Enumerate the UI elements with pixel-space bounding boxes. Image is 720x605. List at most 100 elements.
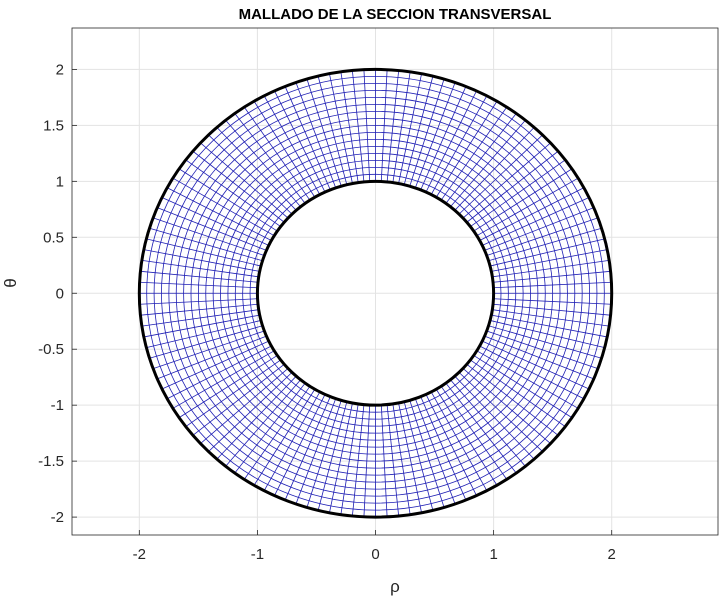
mesh-spoke	[329, 402, 353, 513]
mesh-spoke	[493, 281, 612, 289]
mesh-spoke	[488, 325, 602, 359]
mesh-spoke	[398, 73, 422, 184]
mesh-spoke	[225, 119, 301, 207]
mesh-spoke	[462, 368, 551, 444]
mesh-spoke	[466, 363, 559, 436]
mesh-spoke	[167, 345, 272, 400]
mesh-spoke	[340, 71, 359, 183]
mesh-spoke	[440, 106, 508, 201]
mesh-spoke	[253, 101, 316, 198]
mesh-spoke	[454, 375, 535, 460]
y-tick-label: 0.5	[43, 229, 64, 246]
mesh-spoke	[152, 217, 265, 256]
mesh-spoke	[484, 207, 594, 251]
mesh-spoke	[143, 314, 260, 338]
mesh-spoke	[263, 95, 321, 195]
mesh-spoke	[263, 391, 321, 491]
x-axis-label: ρ	[390, 577, 400, 596]
mesh-spoke	[476, 350, 579, 409]
mesh-spoke	[445, 113, 517, 204]
mesh-spoke	[491, 249, 608, 272]
mesh-spoke	[363, 69, 371, 182]
mesh-spoke	[476, 177, 579, 237]
mesh-spoke	[473, 168, 573, 232]
mesh-spoke	[143, 249, 260, 272]
x-tick-label: -1	[251, 546, 264, 563]
mesh-spoke	[493, 298, 612, 305]
mesh-spoke	[489, 238, 605, 267]
mesh-spoke	[146, 320, 262, 349]
mesh-spoke	[363, 405, 371, 517]
mesh-spoke	[157, 335, 267, 380]
mesh-spoke	[284, 396, 331, 501]
mesh-spoke	[409, 78, 445, 187]
mesh-spoke	[317, 401, 348, 511]
mesh-spoke	[392, 71, 411, 183]
mesh-spoke	[440, 386, 508, 480]
mesh-spoke	[430, 95, 488, 195]
mesh-spoke	[172, 350, 275, 409]
mesh-spoke	[493, 270, 611, 283]
mesh-spoke	[185, 159, 281, 227]
mesh-spoke	[140, 303, 259, 316]
mesh-spoke	[284, 86, 331, 191]
mesh-spoke	[403, 401, 434, 511]
mesh-spoke	[274, 90, 326, 193]
mesh-spoke	[178, 355, 278, 418]
mesh-spoke	[208, 372, 293, 452]
mesh-spoke	[458, 134, 543, 215]
mesh-spoke	[295, 82, 337, 189]
mesh-spoke	[157, 207, 267, 251]
y-axis-label: θ	[1, 278, 20, 287]
mesh-spoke	[493, 303, 611, 316]
mesh-spoke	[178, 168, 278, 232]
mesh-spoke	[200, 368, 289, 444]
mesh-spoke	[161, 197, 269, 246]
ticks: -2 -1 0 1 2 2 1.5 1 0.5 0 -0.5 -1 -1.5 -2	[38, 61, 616, 563]
mesh-spoke	[466, 150, 559, 223]
y-tick-label: 1.5	[43, 117, 64, 134]
mesh-spoke	[329, 73, 353, 184]
mesh-spoke	[386, 70, 400, 182]
mesh-spoke	[479, 187, 585, 241]
mesh-spoke	[351, 70, 365, 182]
mesh-spoke	[306, 78, 342, 187]
mesh-spoke	[450, 119, 526, 207]
mesh-spoke	[425, 394, 477, 496]
mesh-spoke	[420, 396, 467, 501]
y-tick-label: -2	[51, 509, 64, 526]
mesh-spoke	[450, 379, 526, 467]
mesh-spoke	[470, 359, 566, 427]
mesh-spoke	[340, 403, 359, 515]
mesh-spoke	[414, 398, 456, 505]
mesh-spoke	[380, 405, 388, 517]
mesh-spoke	[152, 330, 265, 370]
mesh-spoke	[234, 382, 306, 474]
y-tick-label: -1.5	[38, 453, 64, 470]
mesh-spoke	[208, 134, 293, 215]
outer-boundary	[137, 67, 614, 519]
mesh-spoke	[351, 404, 365, 517]
mesh-spoke	[139, 281, 258, 289]
y-tick-label: 0	[56, 285, 64, 302]
mesh-spoke	[470, 159, 566, 227]
mesh-spoke	[479, 345, 585, 400]
mesh-spoke	[430, 391, 488, 491]
mesh-spoke	[274, 394, 326, 496]
mesh-spoke	[486, 217, 599, 256]
mesh-spoke	[473, 355, 573, 418]
mesh-spoke	[216, 127, 297, 211]
mesh-spoke	[454, 127, 535, 211]
axes-box	[71, 27, 719, 536]
mesh-spoke	[435, 101, 498, 198]
y-tick-label: 2	[56, 61, 64, 78]
mesh-spoke	[146, 238, 262, 267]
x-tick-label: 2	[608, 546, 616, 563]
mesh	[138, 69, 613, 518]
mesh-spoke	[185, 359, 281, 427]
mesh-spoke	[192, 363, 285, 436]
mesh-spoke	[306, 400, 342, 508]
mesh-spoke	[482, 340, 590, 390]
mesh-spoke	[492, 260, 610, 278]
